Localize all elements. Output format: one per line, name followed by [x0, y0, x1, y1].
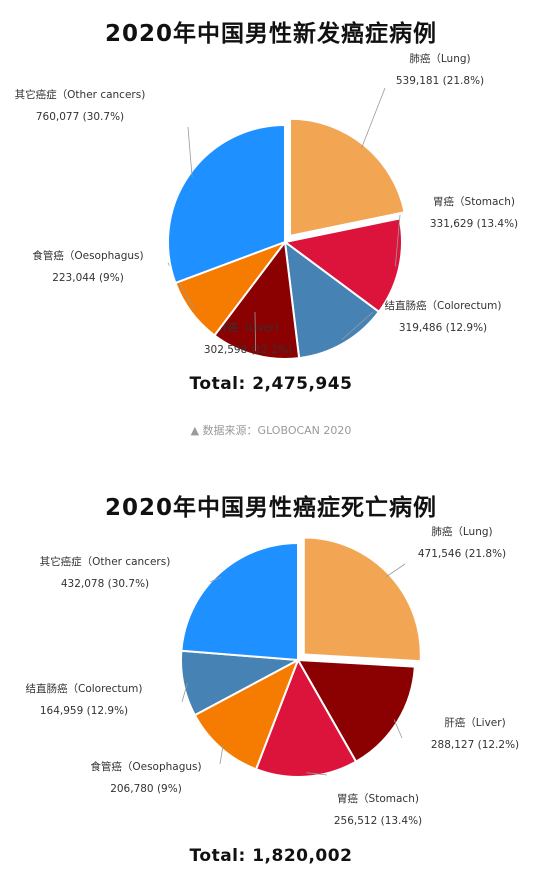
slice-value-label: 288,127 (12.2%): [431, 739, 519, 751]
pie-slice-lung: [289, 117, 406, 238]
slice-label: 结直肠癌（Colorectum): [25, 682, 142, 695]
slice-label: 结直肠癌（Colorectum): [384, 299, 501, 312]
pie-slice-liver: [213, 239, 301, 360]
slice-value-label: 319,486 (12.9%): [399, 322, 487, 334]
slice-label: 食管癌（Oesophagus): [32, 249, 143, 262]
leader-line: [254, 311, 257, 352]
leader-line: [341, 311, 374, 340]
slice-value-label: 432,078 (30.7%): [61, 578, 149, 590]
leader-line: [361, 87, 386, 149]
chart-2-total: Total: 1,820,002: [189, 846, 353, 866]
pie-slice-stomach: [282, 217, 403, 314]
slice-value-label: 206,780 (9%): [110, 783, 182, 795]
leader-line: [385, 563, 406, 578]
leader-line: [394, 214, 401, 267]
pie-slice-stomach: [254, 657, 358, 778]
slice-value-label: 256,512 (13.4%): [334, 815, 422, 827]
slice-value-label: 302,598 (12.2%): [204, 344, 292, 356]
leader-line: [219, 744, 224, 765]
slice-value-label: 760,077 (30.7%): [36, 111, 124, 123]
chart-1-pie: 肺癌（Lung) 539,181 (21.8%) 胃癌（Stomach) 331,62…: [15, 52, 518, 360]
leader-line: [209, 576, 222, 583]
slice-label: 肝癌（Liver): [444, 716, 505, 729]
chart-1-title: 2020年中国男性新发癌症病例: [104, 21, 437, 47]
chart-2-title: 2020年中国男性癌症死亡病例: [104, 495, 437, 521]
slice-label: 其它癌症（Other cancers): [40, 555, 171, 568]
pie-slice-lung: [302, 536, 422, 663]
slice-label: 胃癌（Stomach): [337, 792, 419, 805]
pie-slice-other-cancers: [180, 541, 299, 662]
slice-label: 胃癌（Stomach): [433, 195, 515, 208]
leader-line: [393, 719, 403, 739]
slice-label: 肺癌（Lung): [409, 52, 470, 65]
slice-label: 肺癌（Lung): [431, 525, 492, 538]
slice-label: 食管癌（Oesophagus): [90, 760, 201, 773]
slice-value-label: 471,546 (21.8%): [418, 548, 506, 560]
slice-value-label: 331,629 (13.4%): [430, 218, 518, 230]
pie-slice-colorectum: [283, 239, 381, 360]
leader-line: [306, 772, 328, 776]
slice-value-label: 164,959 (12.9%): [40, 705, 128, 717]
source-note: ▲ 数据来源：GLOBOCAN 2020: [190, 424, 352, 437]
slice-label: 肝癌（Liver): [217, 321, 278, 334]
slice-label: 其它癌症（Other cancers): [15, 88, 146, 101]
chart-2-pie: 肺癌（Lung) 471,546 (21.8%) 肝癌（Liver) 288,127 …: [25, 525, 519, 827]
pie-slice-other-cancers: [167, 123, 286, 285]
pie-slice-oesophagus: [193, 657, 300, 771]
slice-value-label: 539,181 (21.8%): [396, 75, 484, 87]
pie-slice-liver: [296, 658, 416, 763]
leader-line: [181, 682, 188, 703]
chart-1-total: Total: 2,475,945: [189, 374, 353, 394]
leader-line: [187, 126, 193, 178]
slice-value-label: 223,044 (9%): [52, 272, 124, 284]
